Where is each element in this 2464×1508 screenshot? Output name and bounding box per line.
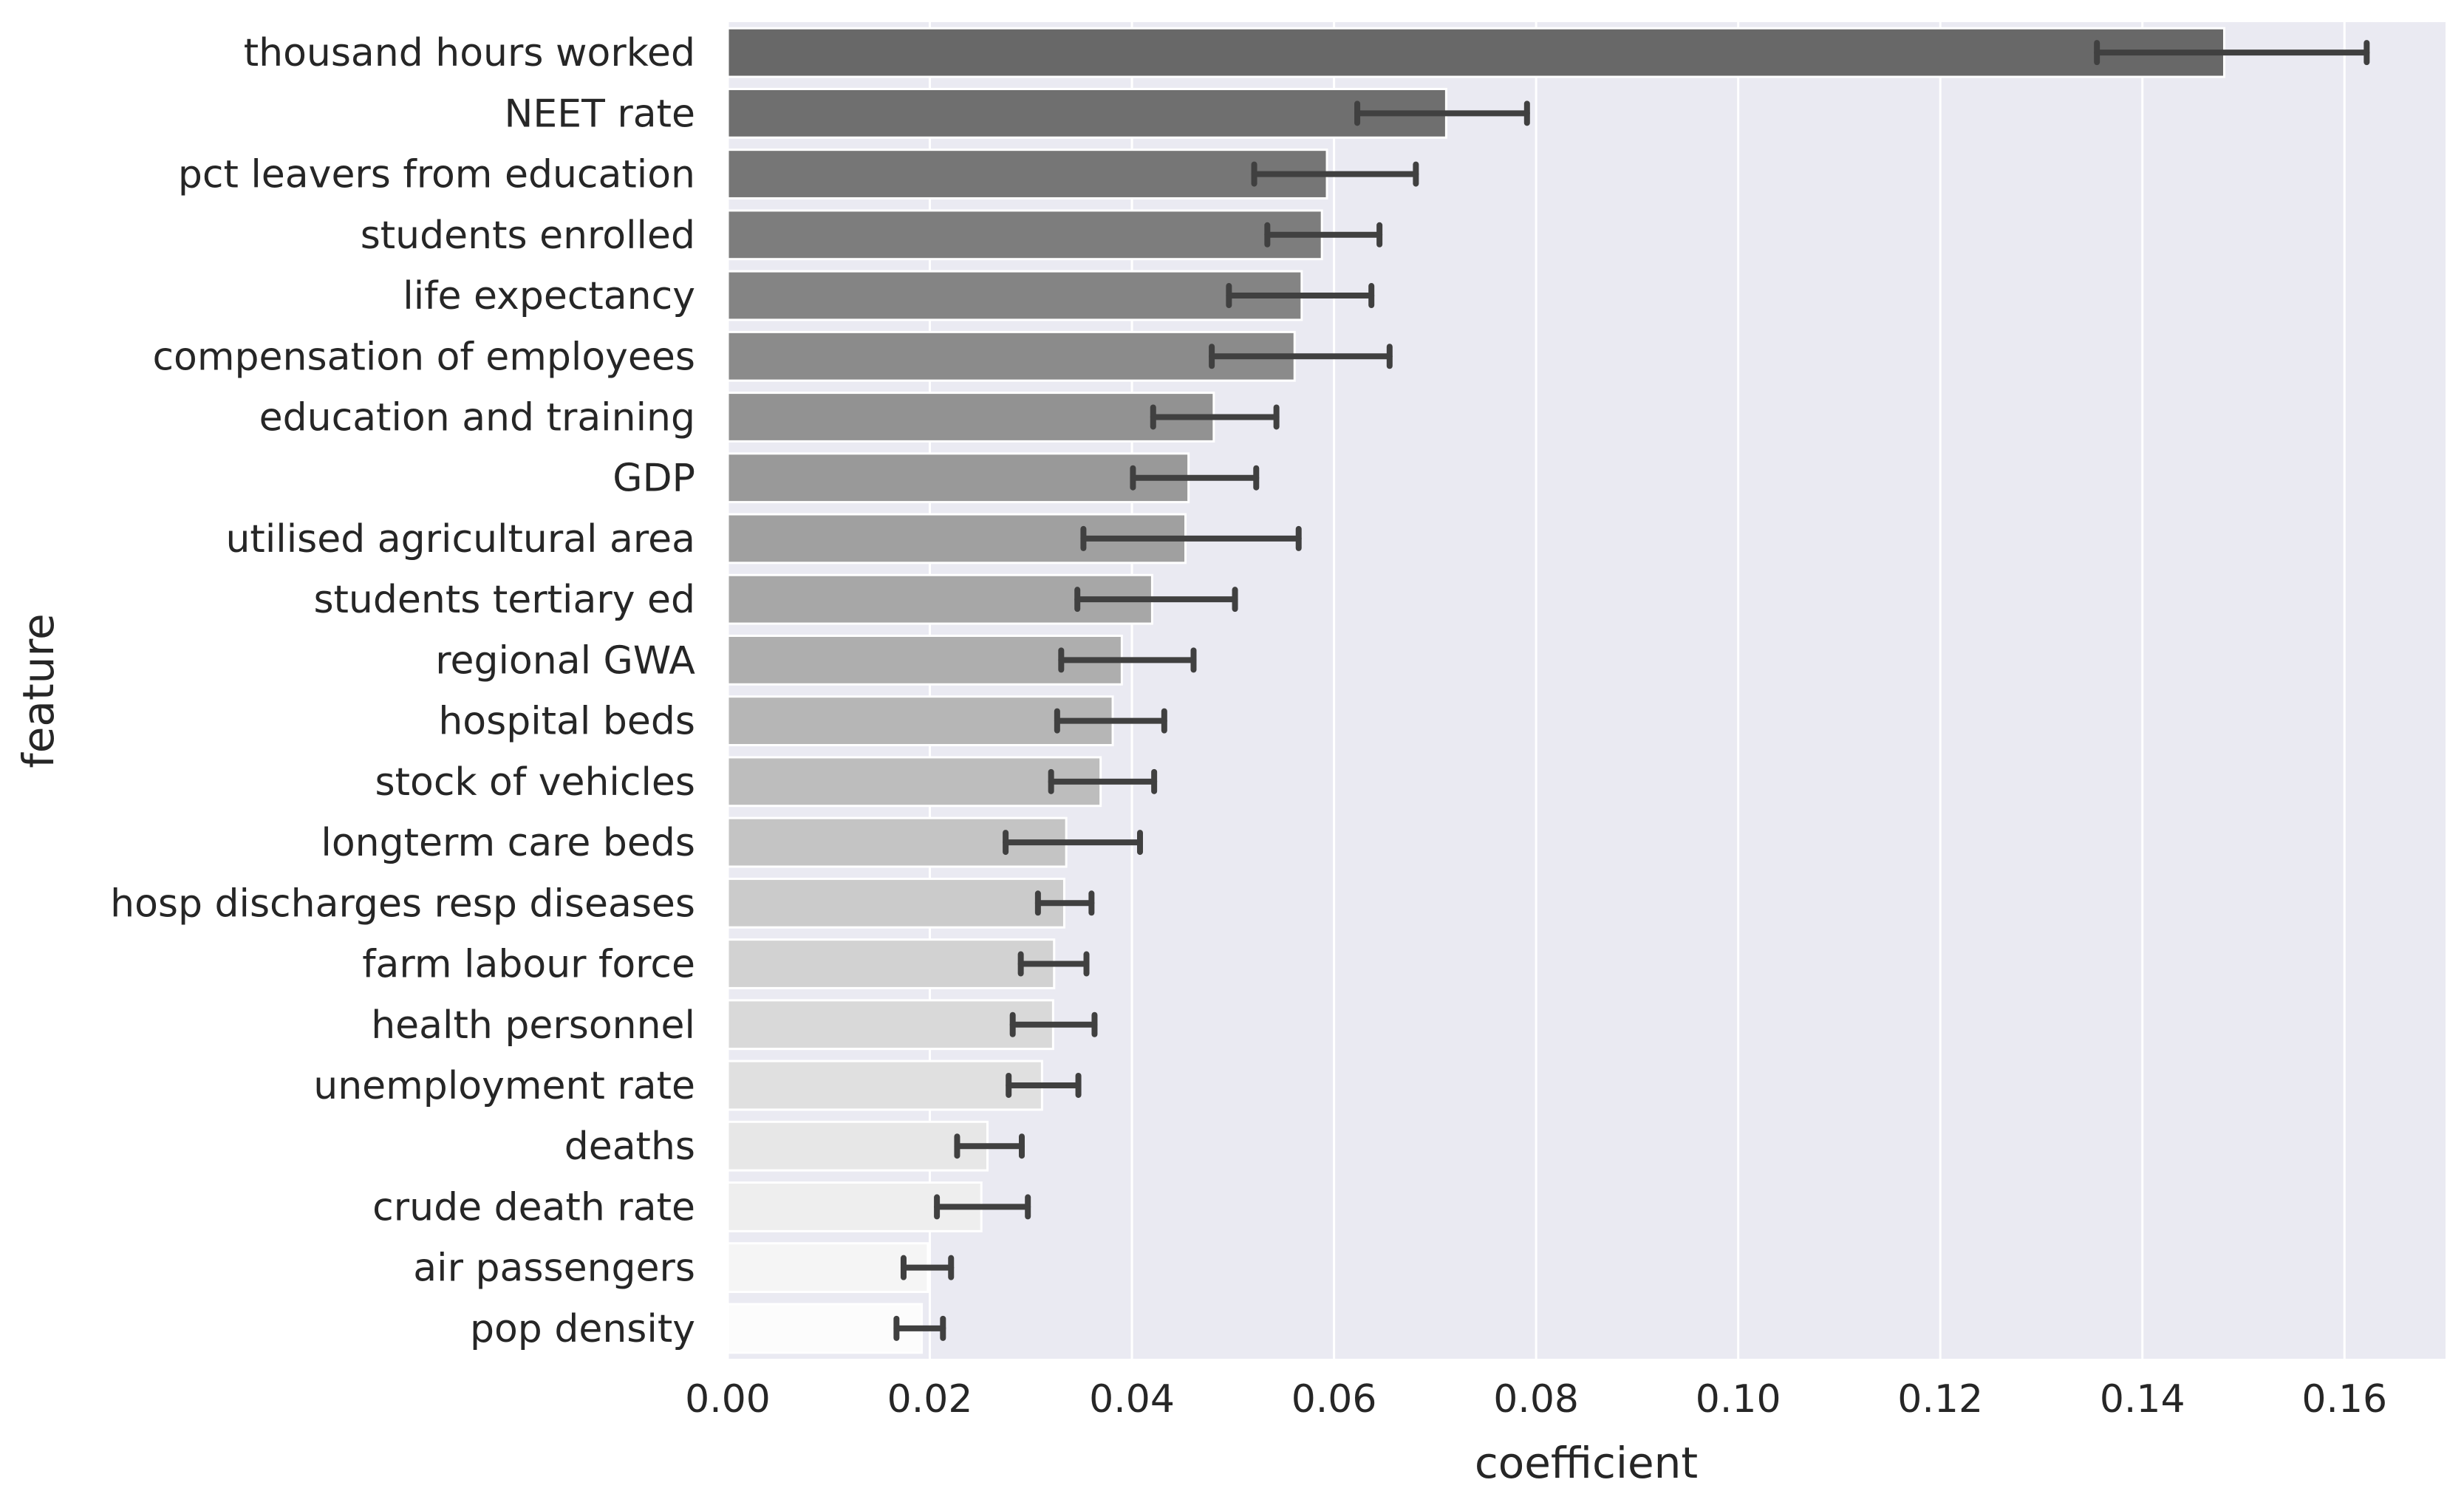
error-bar bbox=[1034, 890, 1095, 916]
category-label: regional GWA bbox=[435, 638, 695, 683]
x-tick-label: 0.02 bbox=[887, 1377, 973, 1422]
error-bar bbox=[1048, 768, 1158, 794]
category-label: crude death rate bbox=[372, 1185, 695, 1229]
x-tick-label: 0.00 bbox=[685, 1377, 771, 1422]
bar bbox=[726, 209, 1323, 261]
error-bar bbox=[954, 1133, 1025, 1159]
error-bar bbox=[1009, 1011, 1098, 1037]
category-labels: thousand hours worked NEET rate pct leaver… bbox=[110, 31, 695, 1351]
error-bar bbox=[1354, 100, 1530, 126]
category-label: hosp discharges resp diseases bbox=[110, 881, 695, 926]
category-label: NEET rate bbox=[504, 92, 695, 136]
error-bar bbox=[1130, 465, 1260, 491]
category-label: life expectancy bbox=[403, 274, 695, 318]
category-label: stock of vehicles bbox=[375, 760, 695, 805]
y-axis-title: feature bbox=[13, 613, 64, 768]
error-bar bbox=[1080, 525, 1302, 551]
bar bbox=[726, 1303, 924, 1354]
category-label: hospital beds bbox=[438, 700, 695, 744]
x-tick-label: 0.16 bbox=[2301, 1377, 2387, 1422]
x-tick-label: 0.12 bbox=[1897, 1377, 1983, 1422]
category-label: pct leavers from education bbox=[178, 153, 695, 197]
bar bbox=[726, 756, 1102, 808]
category-label: students enrolled bbox=[361, 214, 695, 258]
x-tick-label: 0.06 bbox=[1291, 1377, 1377, 1422]
bar bbox=[726, 634, 1123, 686]
error-bar bbox=[1003, 830, 1143, 856]
error-bar bbox=[1209, 344, 1393, 369]
bar bbox=[726, 999, 1054, 1051]
x-tick-label: 0.08 bbox=[1493, 1377, 1579, 1422]
category-label: unemployment rate bbox=[313, 1064, 695, 1108]
bar bbox=[726, 1060, 1043, 1111]
x-axis-title: coefficient bbox=[1475, 1438, 1698, 1488]
bar bbox=[726, 392, 1215, 443]
bar bbox=[726, 1120, 989, 1172]
error-bar bbox=[934, 1194, 1031, 1220]
error-bar bbox=[2094, 40, 2370, 66]
error-bar bbox=[1017, 951, 1090, 977]
error-bar bbox=[1006, 1072, 1082, 1098]
error-bar bbox=[1226, 283, 1375, 309]
error-bar bbox=[893, 1315, 946, 1341]
category-label: education and training bbox=[259, 395, 695, 440]
category-label: students tertiary ed bbox=[313, 578, 695, 622]
error-bars bbox=[893, 40, 2370, 1341]
bar bbox=[726, 938, 1056, 989]
category-label: thousand hours worked bbox=[244, 31, 695, 75]
category-label: compensation of employees bbox=[152, 335, 695, 379]
error-bar bbox=[1074, 587, 1238, 613]
x-tick-label: 0.10 bbox=[1696, 1377, 1781, 1422]
bar bbox=[726, 270, 1303, 321]
category-label: deaths bbox=[564, 1125, 695, 1169]
category-label: GDP bbox=[612, 457, 695, 501]
bar bbox=[726, 149, 1328, 199]
error-bar bbox=[900, 1255, 955, 1280]
category-label: farm labour force bbox=[362, 943, 695, 987]
x-tick-labels: 0.00 0.02 0.04 0.06 0.08 0.10 0.12 0.14 0.16 bbox=[685, 1377, 2387, 1422]
error-bar bbox=[1251, 161, 1419, 187]
bar bbox=[726, 27, 2225, 78]
bar bbox=[726, 330, 1296, 382]
bar bbox=[726, 452, 1190, 504]
bar bbox=[726, 877, 1065, 929]
category-label: air passengers bbox=[413, 1246, 695, 1291]
bar bbox=[726, 87, 1447, 139]
bar bbox=[726, 1242, 929, 1294]
category-label: pop density bbox=[470, 1307, 695, 1351]
error-bar bbox=[1054, 708, 1167, 734]
error-bar bbox=[1150, 404, 1280, 430]
bars bbox=[726, 27, 2225, 1354]
category-label: utilised agricultural area bbox=[225, 517, 695, 562]
category-label: health personnel bbox=[371, 1003, 695, 1048]
category-label: longterm care beds bbox=[321, 821, 695, 865]
x-tick-label: 0.04 bbox=[1089, 1377, 1175, 1422]
error-bar bbox=[1264, 222, 1383, 248]
error-bar bbox=[1058, 647, 1197, 673]
x-tick-label: 0.14 bbox=[2100, 1377, 2185, 1422]
